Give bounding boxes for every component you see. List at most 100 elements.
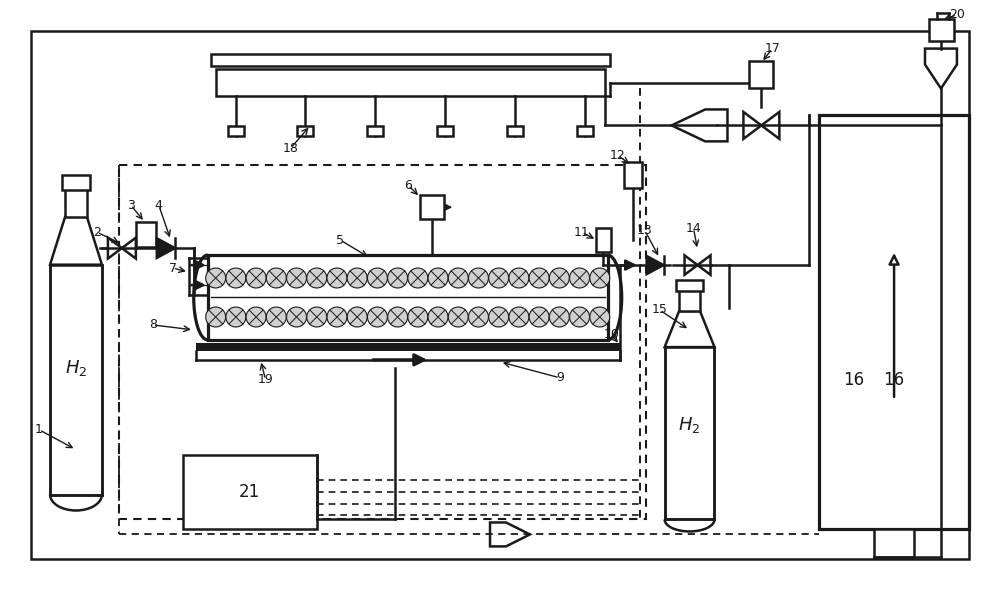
Text: 2: 2 (93, 226, 101, 238)
Polygon shape (761, 112, 779, 139)
Bar (211, 53, 610, 66)
Text: 7: 7 (169, 262, 177, 275)
Text: 16: 16 (884, 371, 905, 389)
Circle shape (468, 268, 488, 288)
Polygon shape (685, 256, 698, 275)
Bar (208, 255, 608, 340)
Circle shape (590, 268, 610, 288)
Circle shape (307, 307, 327, 327)
Text: 10: 10 (604, 329, 620, 342)
Bar (420, 195, 444, 219)
Bar (119, 165, 646, 519)
Circle shape (226, 307, 246, 327)
Circle shape (509, 307, 529, 327)
Circle shape (287, 307, 307, 327)
Circle shape (549, 307, 569, 327)
Text: 18: 18 (283, 142, 298, 155)
Circle shape (428, 307, 448, 327)
Circle shape (529, 268, 549, 288)
Bar (874, 530, 914, 557)
Circle shape (226, 268, 246, 288)
Circle shape (347, 268, 367, 288)
Bar (596, 228, 611, 252)
Bar (31, 31, 969, 559)
Bar (50, 264, 102, 495)
Polygon shape (698, 256, 711, 275)
Bar (62, 176, 90, 190)
Circle shape (570, 268, 590, 288)
Bar (367, 126, 383, 136)
Circle shape (428, 268, 448, 288)
Circle shape (287, 268, 307, 288)
Bar (136, 222, 156, 247)
Polygon shape (665, 311, 714, 347)
Circle shape (367, 307, 387, 327)
Text: 15: 15 (652, 304, 668, 317)
Circle shape (206, 268, 226, 288)
Text: 6: 6 (404, 178, 412, 192)
Text: 20: 20 (949, 8, 965, 21)
Bar (507, 126, 523, 136)
Text: 11: 11 (574, 226, 590, 238)
Bar (196, 343, 620, 351)
Circle shape (590, 307, 610, 327)
Circle shape (448, 307, 468, 327)
Polygon shape (743, 112, 761, 139)
Text: 9: 9 (556, 371, 564, 384)
Text: 14: 14 (686, 222, 701, 235)
Bar (65, 188, 87, 217)
Text: $H_2$: $H_2$ (65, 358, 87, 378)
Text: 16: 16 (844, 371, 865, 389)
Circle shape (388, 268, 408, 288)
Polygon shape (50, 217, 102, 264)
Bar (665, 347, 714, 519)
Text: 13: 13 (637, 224, 653, 237)
Circle shape (408, 307, 428, 327)
Circle shape (327, 307, 347, 327)
Circle shape (246, 268, 266, 288)
Circle shape (246, 307, 266, 327)
Polygon shape (122, 238, 136, 259)
Polygon shape (647, 256, 664, 274)
Text: 21: 21 (239, 483, 260, 500)
Circle shape (367, 268, 387, 288)
Circle shape (509, 268, 529, 288)
Text: 8: 8 (149, 318, 157, 331)
Bar (216, 69, 605, 97)
Bar (183, 455, 317, 530)
Circle shape (388, 307, 408, 327)
Text: 17: 17 (764, 42, 780, 55)
Bar (676, 280, 703, 291)
Circle shape (327, 268, 347, 288)
Bar (929, 18, 954, 40)
Circle shape (448, 268, 468, 288)
Bar (228, 126, 244, 136)
Bar (577, 126, 593, 136)
Bar (819, 116, 969, 530)
Circle shape (529, 307, 549, 327)
Circle shape (489, 268, 509, 288)
Polygon shape (157, 238, 175, 258)
Circle shape (570, 307, 590, 327)
Bar (624, 162, 642, 188)
Circle shape (307, 268, 327, 288)
Bar (297, 126, 313, 136)
Circle shape (408, 268, 428, 288)
Bar (749, 60, 773, 88)
Text: $H_2$: $H_2$ (678, 415, 701, 435)
Text: 1: 1 (35, 423, 43, 436)
Circle shape (347, 307, 367, 327)
Circle shape (206, 307, 226, 327)
Text: 19: 19 (258, 374, 273, 386)
Bar (437, 126, 453, 136)
Polygon shape (108, 238, 122, 259)
Circle shape (468, 307, 488, 327)
Text: 12: 12 (610, 149, 626, 162)
Text: 4: 4 (155, 199, 163, 212)
Circle shape (549, 268, 569, 288)
Circle shape (266, 268, 286, 288)
Circle shape (266, 307, 286, 327)
Circle shape (489, 307, 509, 327)
Text: 5: 5 (336, 234, 344, 247)
Bar (679, 289, 700, 311)
